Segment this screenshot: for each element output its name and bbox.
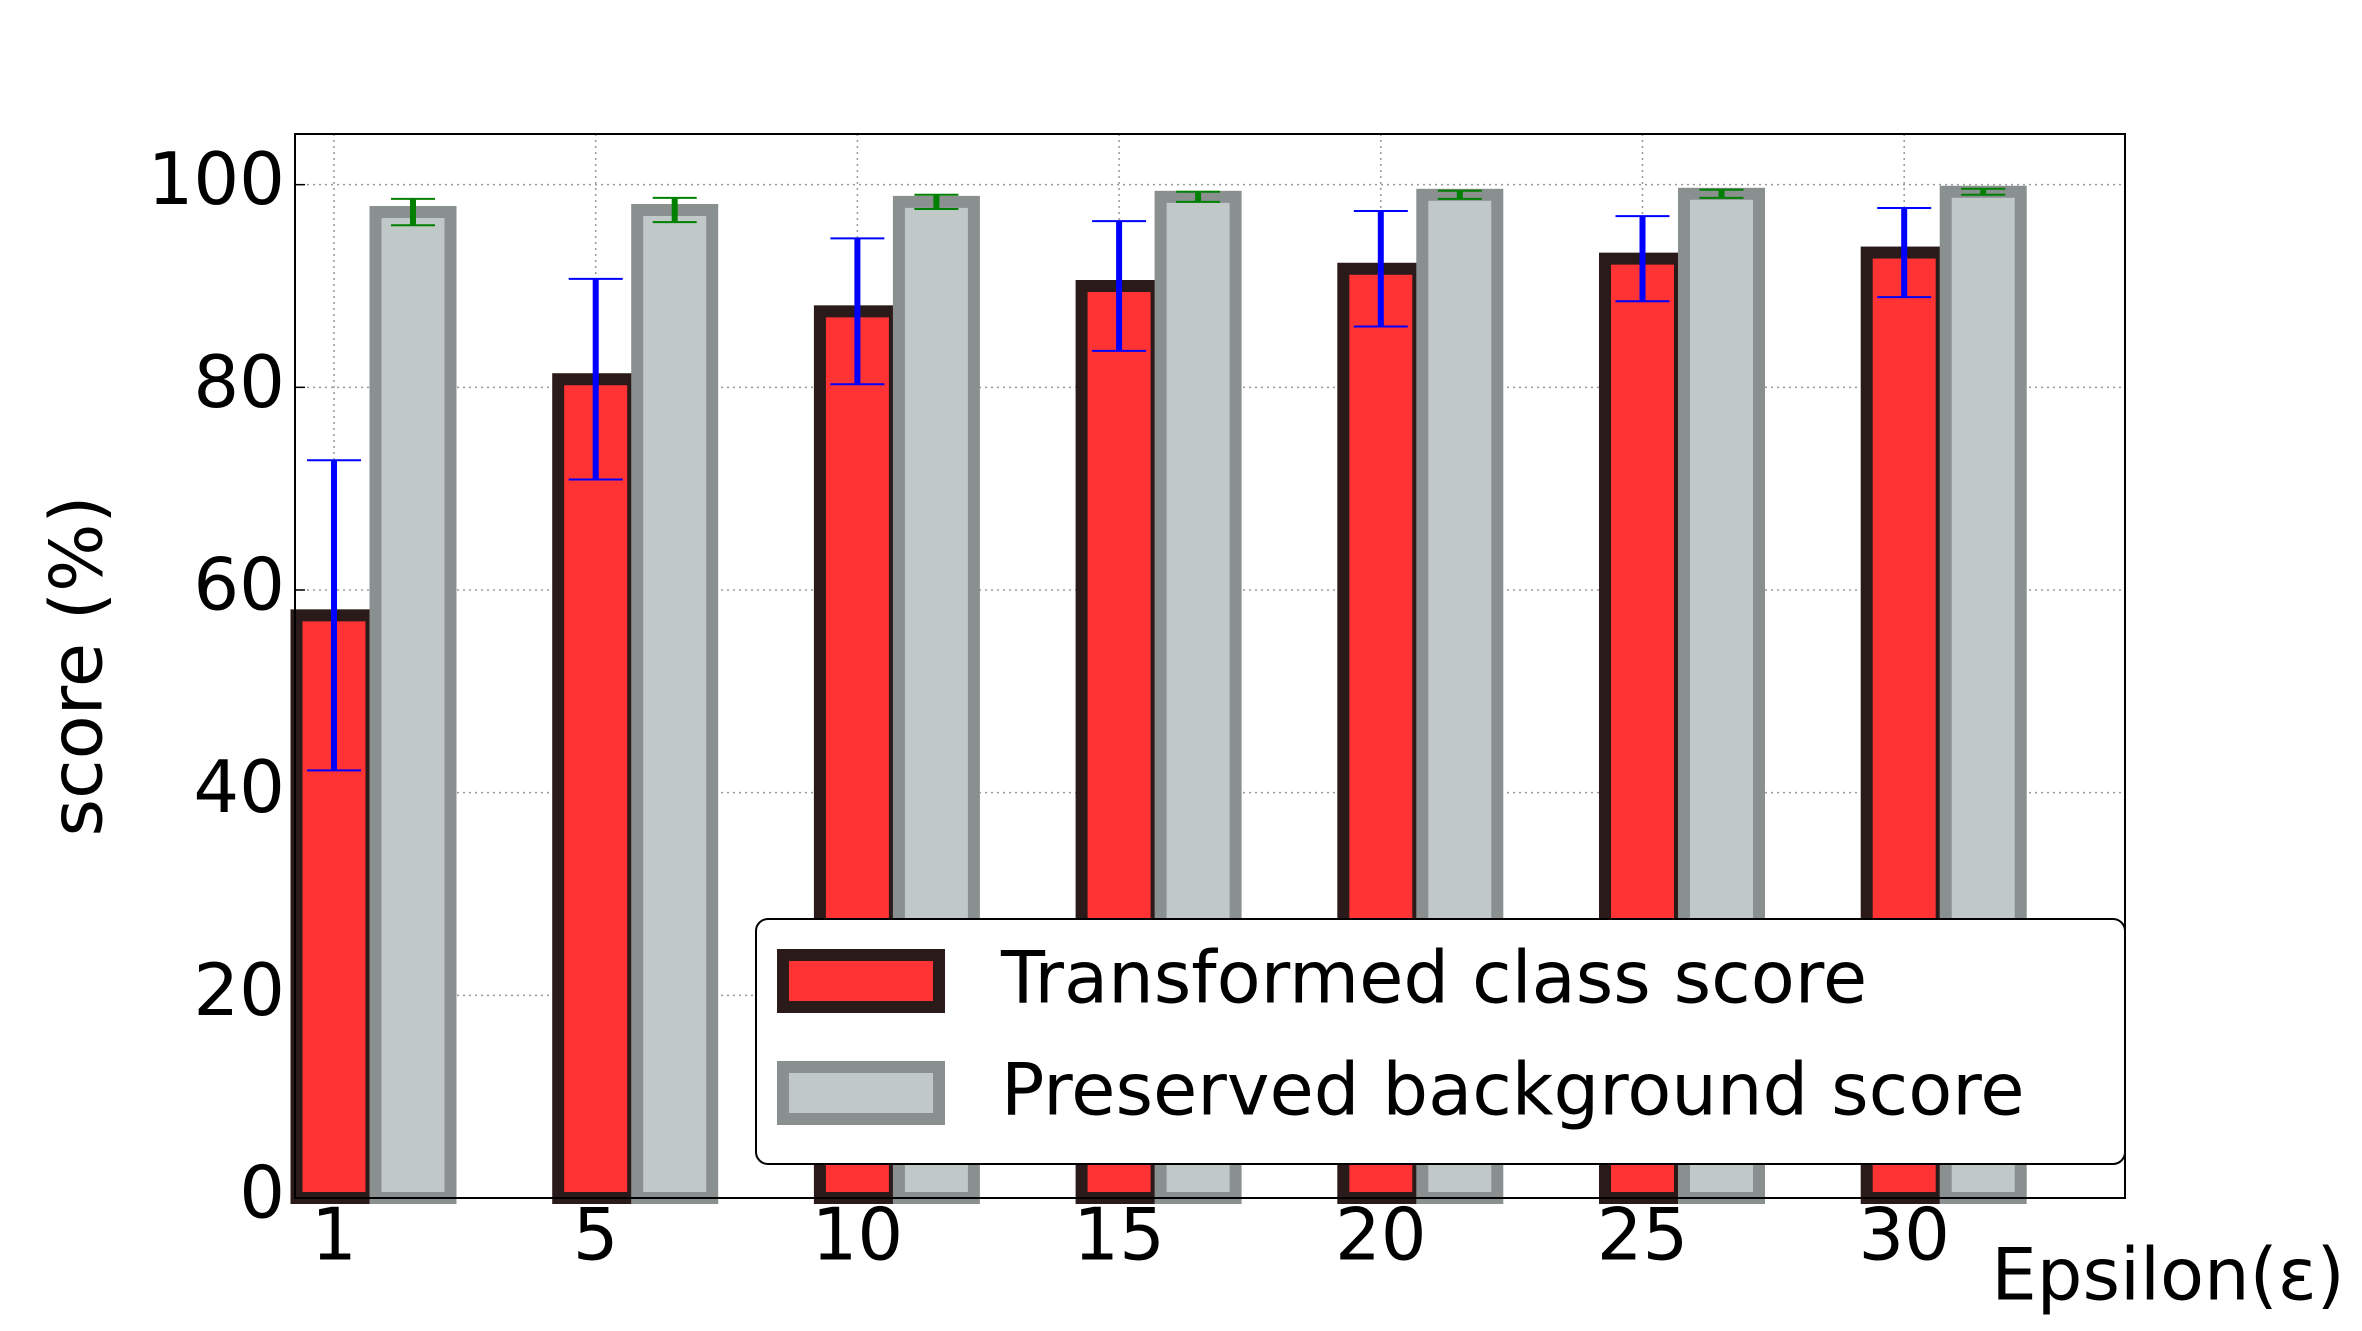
bar — [552, 373, 640, 1204]
x-tick-label: 10 — [812, 1193, 904, 1277]
error-bar — [1699, 188, 1744, 199]
error-bar — [307, 459, 361, 772]
y-tick-label: 80 — [193, 340, 285, 424]
y-tick-label: 40 — [193, 745, 285, 829]
error-bar — [1092, 220, 1147, 352]
legend-swatch — [777, 949, 945, 1013]
x-tick-label: 20 — [1335, 1193, 1427, 1277]
bar — [631, 204, 719, 1204]
error-bar — [652, 196, 697, 224]
y-tick-label: 60 — [193, 543, 285, 627]
x-axis-label: Epsilon(ε) — [1991, 1233, 2345, 1317]
y-axis-label: score (%) — [35, 496, 119, 837]
y-tick-label: 20 — [193, 948, 285, 1032]
legend-label: Preserved background score — [1001, 1048, 2025, 1132]
error-bar — [391, 197, 435, 227]
x-tick-label: 30 — [1858, 1193, 1950, 1277]
x-tick-label: 1 — [311, 1193, 357, 1277]
legend-swatch — [777, 1061, 945, 1125]
bar — [369, 206, 457, 1204]
error-bar — [1615, 215, 1670, 303]
plot-frame — [294, 133, 2126, 1199]
x-tick-label: 15 — [1073, 1193, 1165, 1277]
y-tick-label: 0 — [239, 1151, 285, 1235]
error-bar — [1877, 206, 1932, 299]
error-bar — [1176, 190, 1221, 203]
error-bar — [914, 193, 959, 210]
legend-label: Transformed class score — [1000, 936, 1867, 1020]
error-bar — [1353, 210, 1408, 328]
error-bar — [830, 237, 885, 386]
error-bar — [1961, 187, 2006, 196]
x-tick-label: 25 — [1597, 1193, 1689, 1277]
y-tick-label: 100 — [148, 137, 285, 221]
legend-box — [755, 918, 2126, 1165]
error-bar — [1437, 189, 1482, 200]
x-tick-label: 5 — [573, 1193, 619, 1277]
error-bar — [568, 277, 623, 481]
